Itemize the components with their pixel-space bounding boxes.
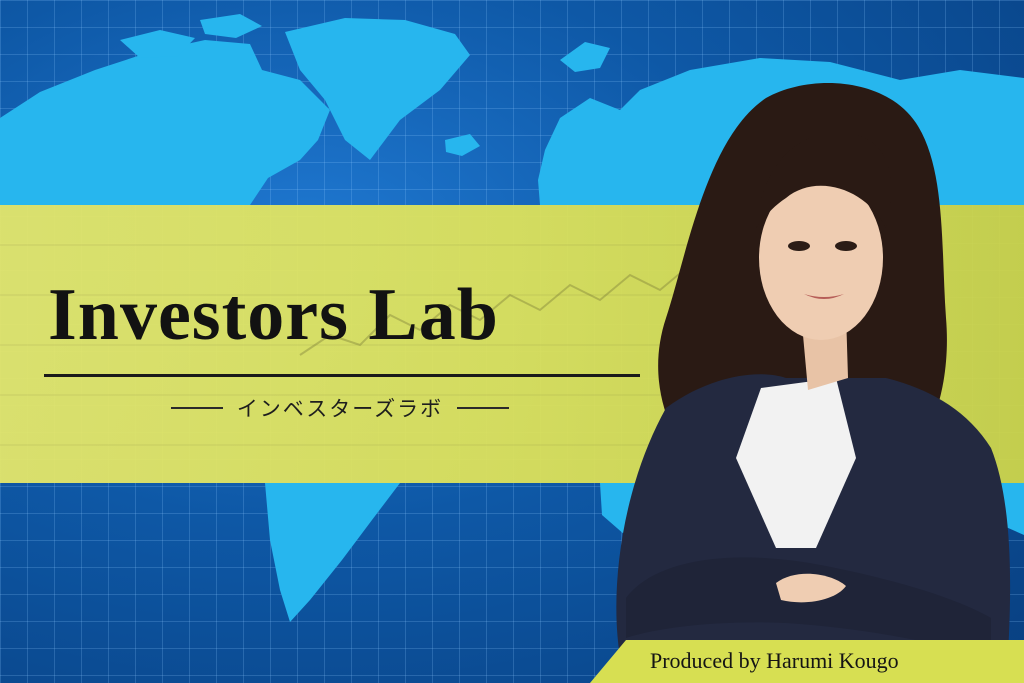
stock-chart-overlay [0, 244, 760, 446]
banner-subtitle: インベスターズラボ [236, 397, 444, 421]
title-underline [44, 374, 640, 377]
presenter-photo [616, 83, 1011, 683]
credit-text: Produced by Harumi Kougo [650, 648, 899, 673]
left-dash [170, 407, 223, 409]
credit-banner [590, 640, 1024, 683]
banner-title: Investors Lab [48, 274, 499, 356]
right-dash [457, 407, 510, 409]
subtitle-row: インベスターズラボ [140, 393, 540, 423]
